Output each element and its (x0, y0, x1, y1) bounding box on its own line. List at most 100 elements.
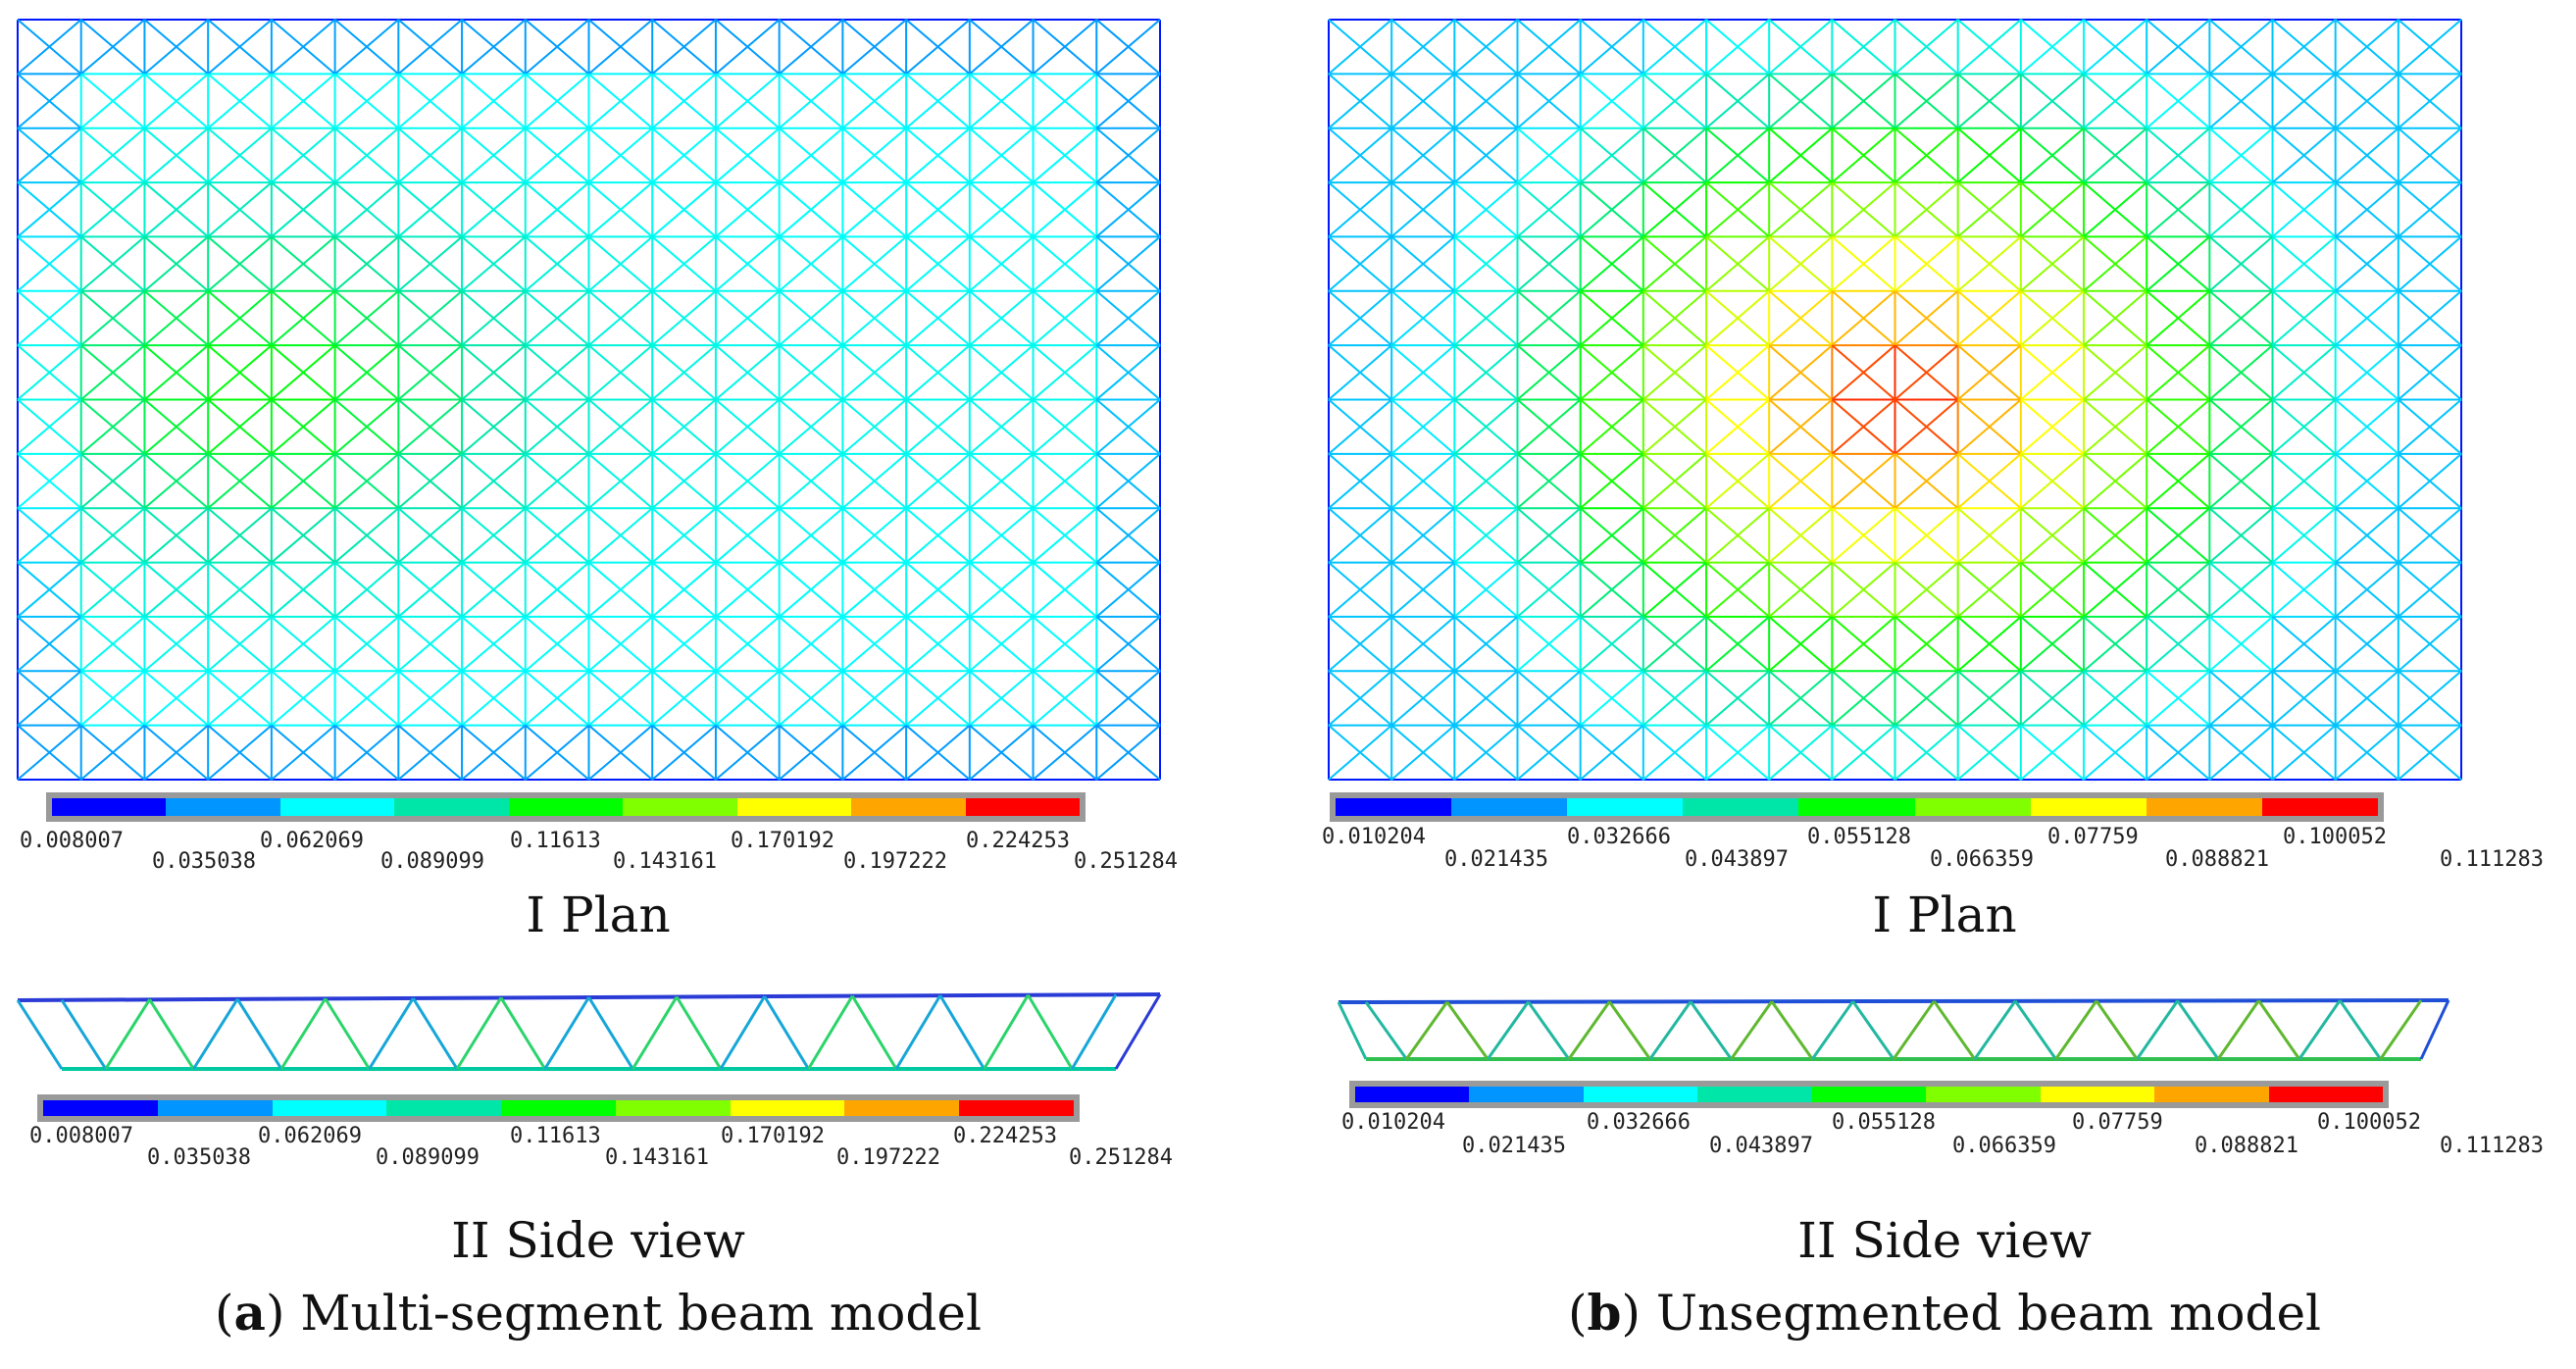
mesh-member (587, 290, 653, 346)
mesh-member (1957, 670, 2022, 727)
mesh-member (1642, 19, 1707, 76)
plan-colorbar (46, 792, 1086, 822)
mesh-member (1032, 181, 1097, 238)
mesh-member (1095, 616, 1161, 673)
end-post (2419, 999, 2450, 1060)
mesh-member (1328, 561, 1392, 618)
web-member (894, 994, 942, 1070)
mesh-member (969, 181, 1035, 238)
mesh-member (905, 398, 971, 455)
mesh-member (525, 181, 590, 238)
mesh-member (2398, 724, 2462, 781)
side-title: II Side view (451, 1212, 745, 1269)
mesh-member (1705, 73, 1770, 129)
mesh-member (207, 73, 273, 129)
mesh-member (1957, 344, 2022, 401)
mesh-member (2335, 507, 2399, 564)
colorbar-swatch (157, 1100, 273, 1116)
mesh-member (1390, 724, 1455, 781)
colorbar-swatch (2030, 798, 2147, 816)
mesh-member (1328, 181, 1392, 238)
mesh-member (1328, 73, 1392, 129)
mesh-member (1957, 127, 2022, 183)
mesh-member (2020, 181, 2085, 238)
mesh-member (17, 235, 82, 292)
mesh-member (1580, 127, 1644, 183)
mesh-member (2020, 290, 2085, 346)
mesh-member (2335, 344, 2399, 401)
mesh-member (461, 616, 527, 673)
mesh-member (905, 561, 971, 618)
mesh-member (207, 127, 273, 183)
mesh-member (1580, 616, 1644, 673)
mesh-member (2271, 616, 2337, 673)
mesh-member (779, 507, 844, 564)
mesh-member (207, 561, 273, 618)
mesh-member (969, 398, 1035, 455)
mesh-member (80, 453, 146, 509)
web-member (60, 998, 108, 1070)
mesh-member (2398, 670, 2462, 727)
web-member (1567, 1000, 1611, 1060)
mesh-member (1580, 73, 1644, 129)
colorbar-swatch (2040, 1087, 2155, 1102)
mesh-member (271, 344, 336, 401)
mesh-member (333, 398, 399, 455)
mesh-member (2335, 670, 2399, 727)
caption-letter: b (1587, 1284, 1622, 1342)
mesh-member (1957, 507, 2022, 564)
web-member (807, 994, 854, 1070)
mesh-member (1642, 616, 1707, 673)
mesh-member (1957, 235, 2022, 292)
mesh-member (461, 507, 527, 564)
mesh-member (333, 507, 399, 564)
mesh-member (1032, 235, 1097, 292)
colorbar-swatch (1811, 1087, 1927, 1102)
mesh-member (2271, 19, 2337, 76)
mesh-member (715, 73, 781, 129)
mesh-member (397, 724, 463, 781)
mesh-member (1453, 616, 1519, 673)
web-member (1892, 1000, 1936, 1060)
mesh-member (1095, 127, 1161, 183)
mesh-member (779, 290, 844, 346)
mesh-member (2398, 127, 2462, 183)
mesh-member (2271, 453, 2337, 509)
mesh-member (1453, 73, 1519, 129)
web-member (1070, 993, 1118, 1070)
mesh-member (1894, 127, 1959, 183)
mesh-member (1516, 19, 1582, 76)
web-member (412, 997, 459, 1070)
colorbar-swatch (272, 1100, 387, 1116)
mesh-member (1705, 344, 1770, 401)
mesh-member (1831, 616, 1896, 673)
mesh-member (2208, 73, 2274, 129)
mesh-member (1032, 290, 1097, 346)
mesh-member (333, 453, 399, 509)
mesh-member (2083, 235, 2147, 292)
tick-label: 0.043897 (1709, 1134, 1813, 1158)
mesh-member (587, 127, 653, 183)
mesh-member (143, 127, 209, 183)
mesh-member (779, 561, 844, 618)
mesh-member (1453, 181, 1519, 238)
tick-label: 0.11613 (510, 1124, 601, 1148)
mesh-member (143, 290, 209, 346)
mesh-member (271, 290, 336, 346)
mesh-member (651, 724, 717, 781)
mesh-member (905, 73, 971, 129)
tick-label: 0.088821 (2165, 847, 2269, 872)
colorbar-swatch (730, 1100, 845, 1116)
mesh-member (2398, 616, 2462, 673)
mesh-member (1032, 670, 1097, 727)
mesh-member (1831, 724, 1896, 781)
mesh-member (969, 724, 1035, 781)
mesh-member (841, 290, 907, 346)
mesh-member (2083, 453, 2147, 509)
mesh-member (271, 127, 336, 183)
mesh-member (1516, 670, 1582, 727)
mesh-member (779, 398, 844, 455)
web-member (1973, 999, 2017, 1060)
mesh-member (2335, 73, 2399, 129)
mesh-member (271, 73, 336, 129)
